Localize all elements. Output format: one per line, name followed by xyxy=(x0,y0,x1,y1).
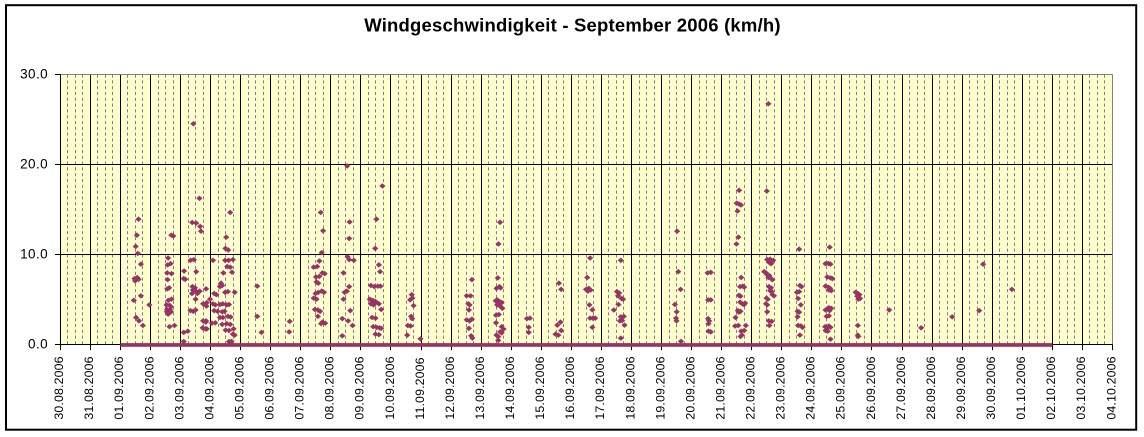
svg-text:31.08.2006: 31.08.2006 xyxy=(82,356,96,419)
svg-text:15.09.2006: 15.09.2006 xyxy=(533,356,547,419)
svg-text:28.09.2006: 28.09.2006 xyxy=(924,356,938,419)
svg-text:14.09.2006: 14.09.2006 xyxy=(503,356,517,419)
svg-text:02.10.2006: 02.10.2006 xyxy=(1044,356,1058,419)
svg-text:26.09.2006: 26.09.2006 xyxy=(864,356,878,419)
svg-text:Windgeschwindigkeit - Septembe: Windgeschwindigkeit - September 2006 (km… xyxy=(364,14,781,35)
svg-text:30.08.2006: 30.08.2006 xyxy=(52,356,66,419)
svg-text:24.09.2006: 24.09.2006 xyxy=(804,356,818,419)
svg-text:01.09.2006: 01.09.2006 xyxy=(112,356,126,419)
svg-text:02.09.2006: 02.09.2006 xyxy=(142,356,156,419)
svg-text:30.0: 30.0 xyxy=(20,66,48,81)
svg-text:09.09.2006: 09.09.2006 xyxy=(353,356,367,419)
svg-text:05.09.2006: 05.09.2006 xyxy=(232,356,246,419)
svg-text:04.09.2006: 04.09.2006 xyxy=(202,356,216,419)
svg-text:22.09.2006: 22.09.2006 xyxy=(744,356,758,419)
svg-text:17.09.2006: 17.09.2006 xyxy=(593,356,607,419)
svg-text:23.09.2006: 23.09.2006 xyxy=(774,356,788,419)
svg-text:16.09.2006: 16.09.2006 xyxy=(563,356,577,419)
svg-text:13.09.2006: 13.09.2006 xyxy=(473,356,487,419)
svg-text:30.09.2006: 30.09.2006 xyxy=(984,356,998,419)
svg-text:20.0: 20.0 xyxy=(20,156,48,171)
svg-text:06.09.2006: 06.09.2006 xyxy=(263,356,277,419)
svg-text:11.09.2006: 11.09.2006 xyxy=(413,357,427,419)
svg-text:01.10.2006: 01.10.2006 xyxy=(1014,356,1028,419)
svg-text:03.09.2006: 03.09.2006 xyxy=(172,356,186,419)
svg-text:25.09.2006: 25.09.2006 xyxy=(834,356,848,419)
svg-text:12.09.2006: 12.09.2006 xyxy=(443,356,457,419)
svg-text:29.09.2006: 29.09.2006 xyxy=(954,356,968,419)
svg-text:21.09.2006: 21.09.2006 xyxy=(713,356,727,419)
svg-text:10.09.2006: 10.09.2006 xyxy=(383,356,397,419)
svg-text:27.09.2006: 27.09.2006 xyxy=(894,356,908,419)
svg-text:19.09.2006: 19.09.2006 xyxy=(653,356,667,419)
svg-text:07.09.2006: 07.09.2006 xyxy=(293,356,307,419)
svg-text:08.09.2006: 08.09.2006 xyxy=(323,356,337,419)
svg-text:04.10.2006: 04.10.2006 xyxy=(1104,356,1118,419)
svg-text:18.09.2006: 18.09.2006 xyxy=(623,356,637,419)
svg-text:20.09.2006: 20.09.2006 xyxy=(683,356,697,419)
svg-text:03.10.2006: 03.10.2006 xyxy=(1074,356,1088,419)
svg-text:10.0: 10.0 xyxy=(20,246,48,261)
svg-text:0.0: 0.0 xyxy=(28,336,48,351)
